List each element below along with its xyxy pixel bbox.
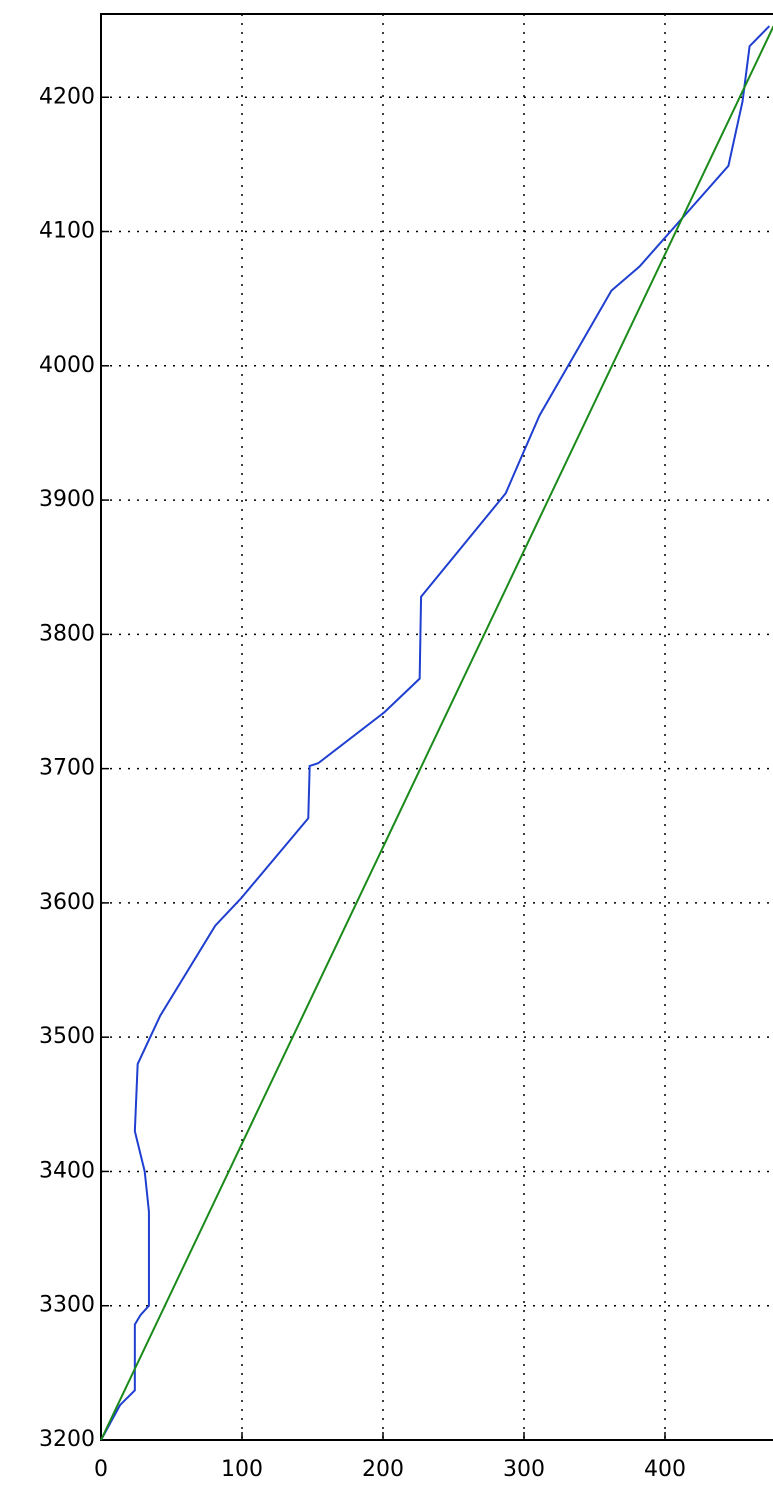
series-line [100,25,771,1441]
x-tick-label: 300 [503,1457,545,1482]
series-line [100,25,773,1441]
y-tick-label: 3900 [39,487,95,512]
y-tick-label: 3200 [39,1427,95,1452]
x-tick-label: 200 [362,1457,404,1482]
y-tick-label: 4200 [39,84,95,109]
y-tick-label: 3400 [39,1158,95,1183]
y-tick-label: 4000 [39,353,95,378]
x-tick-label: 400 [644,1457,686,1482]
y-tick-label: 3700 [39,756,95,781]
y-tick-label: 3600 [39,890,95,915]
x-tick-label: 100 [221,1457,263,1482]
y-tick-label: 3300 [39,1293,95,1318]
y-tick-label: 3800 [39,621,95,646]
axes-frame [100,13,773,1441]
x-tick-label: 0 [94,1457,108,1482]
y-tick-label: 4100 [39,219,95,244]
y-tick-label: 3500 [39,1024,95,1049]
